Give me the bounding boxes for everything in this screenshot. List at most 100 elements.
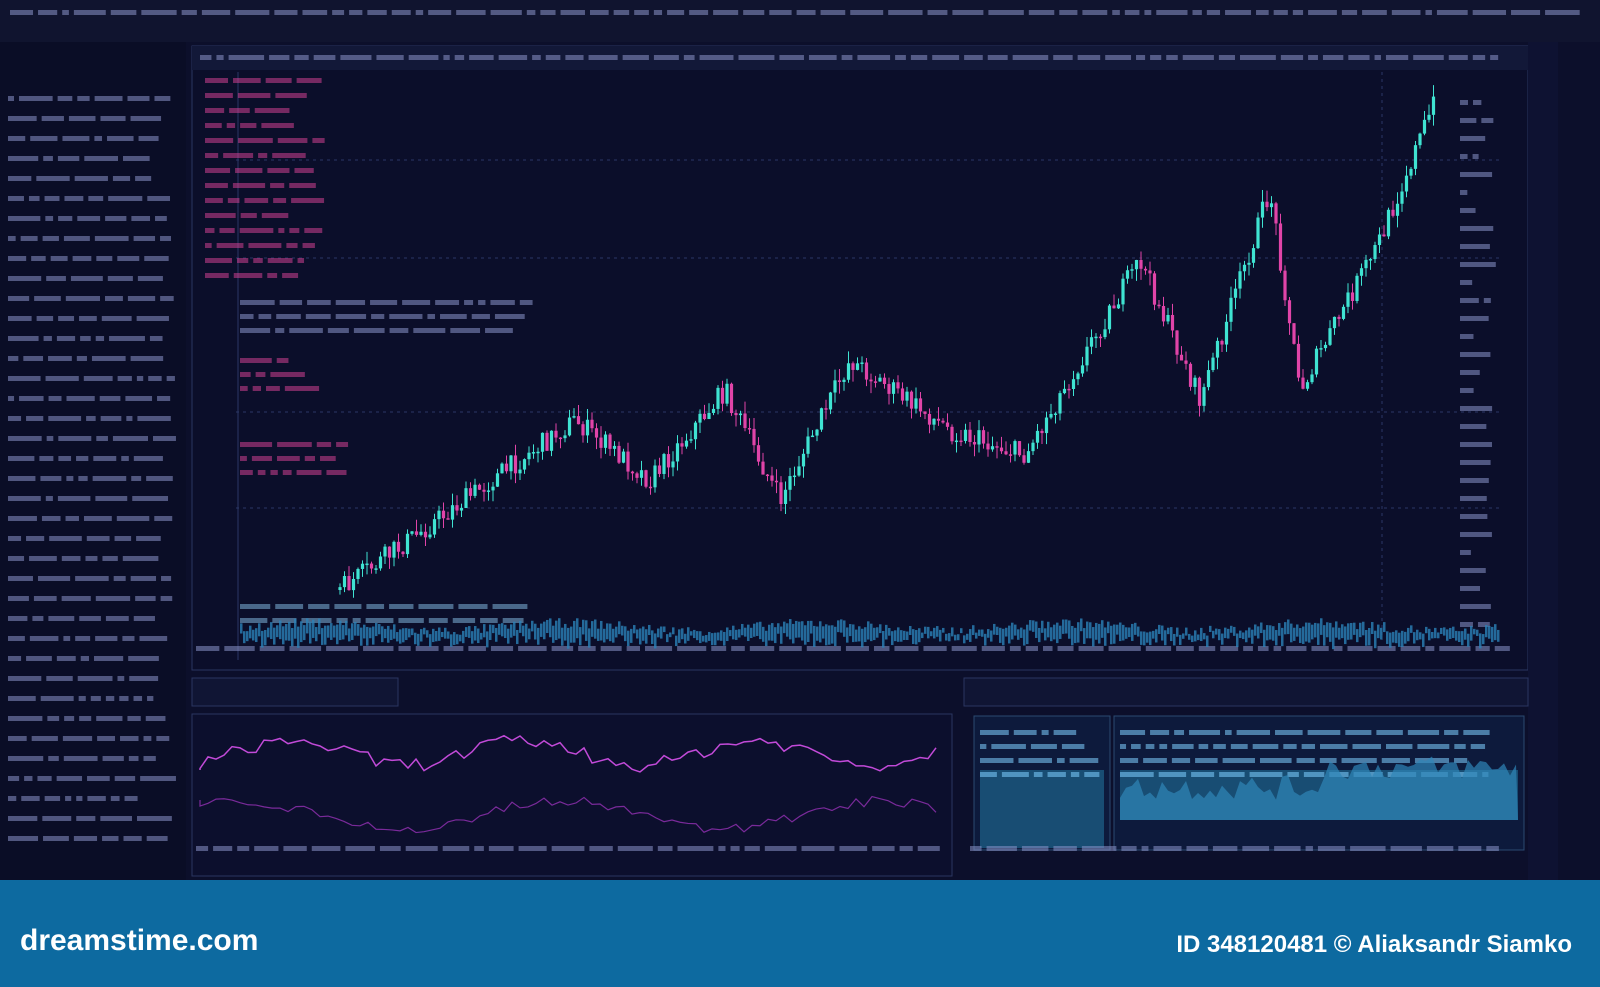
text-glyphs — [148, 376, 162, 381]
volume-bar — [369, 627, 372, 639]
text-glyphs — [166, 376, 175, 381]
text-glyphs — [38, 10, 58, 15]
text-glyphs — [1460, 424, 1487, 429]
candle-body — [923, 411, 927, 414]
volume-bar — [1122, 624, 1125, 641]
volume-bar — [633, 625, 636, 634]
candle-body — [1170, 314, 1175, 331]
candle-body — [1062, 388, 1067, 394]
volume-bar — [783, 621, 786, 634]
candle-body — [1004, 451, 1008, 455]
volume-bar — [1491, 626, 1494, 643]
text-glyphs — [1056, 758, 1065, 763]
candle-body — [401, 551, 405, 555]
text-glyphs — [1120, 758, 1139, 763]
text-glyphs — [266, 386, 280, 391]
text-glyphs — [738, 55, 775, 60]
text-glyphs — [1292, 10, 1304, 15]
volume-bar — [264, 630, 267, 646]
text-glyphs — [1341, 10, 1358, 15]
text-glyphs — [26, 416, 44, 421]
candle-body — [707, 412, 711, 420]
text-glyphs — [261, 213, 289, 218]
text-glyphs — [294, 168, 314, 173]
text-glyphs — [1287, 772, 1299, 777]
text-glyphs — [48, 756, 59, 761]
text-glyphs — [79, 716, 92, 721]
text-glyphs — [1156, 10, 1188, 15]
candle-body — [410, 531, 414, 534]
text-glyphs — [427, 314, 436, 319]
volume-bar — [945, 633, 948, 641]
text-glyphs — [8, 376, 41, 381]
text-glyphs — [48, 396, 62, 401]
candle-body — [689, 439, 693, 441]
volume-bar — [1323, 625, 1326, 646]
indicator-line — [199, 795, 937, 834]
text-glyphs — [56, 776, 83, 781]
volume-bar — [879, 624, 882, 634]
text-glyphs — [240, 123, 257, 128]
candle-body — [932, 418, 936, 425]
text-glyphs — [244, 198, 269, 203]
text-glyphs — [336, 618, 348, 623]
text-glyphs — [8, 256, 27, 261]
text-glyphs — [235, 168, 263, 173]
candle-body — [405, 533, 410, 555]
candle-body — [513, 455, 518, 474]
candle-body — [972, 442, 977, 445]
candle-body — [504, 463, 509, 472]
volume-bar — [1044, 628, 1047, 641]
candle-body — [963, 429, 968, 441]
text-glyphs — [128, 756, 139, 761]
text-glyphs — [8, 696, 36, 701]
text-glyphs — [730, 846, 740, 851]
text-glyphs — [130, 116, 162, 121]
candle-body — [567, 417, 572, 436]
volume-bar — [420, 629, 423, 642]
volume-bar — [681, 628, 684, 640]
volume-bar — [1440, 627, 1443, 634]
candle-body — [702, 413, 707, 420]
text-glyphs — [1347, 646, 1373, 651]
volume-bar — [1107, 621, 1110, 634]
candle-body — [414, 531, 419, 535]
text-glyphs — [94, 236, 129, 241]
text-glyphs — [1460, 388, 1474, 393]
text-glyphs — [286, 243, 298, 248]
candle-body — [873, 381, 878, 383]
text-glyphs — [97, 736, 116, 741]
volume-bar — [1305, 622, 1308, 642]
text-glyphs — [114, 536, 132, 541]
text-glyphs — [1391, 10, 1421, 15]
candle-body — [338, 587, 342, 590]
candle-body — [572, 416, 576, 418]
text-glyphs — [205, 228, 215, 233]
candle-body — [1202, 387, 1206, 406]
text-glyphs — [92, 476, 127, 481]
text-glyphs — [8, 196, 24, 201]
volume-bar — [1209, 625, 1212, 633]
indicator-line — [199, 734, 937, 773]
text-glyphs — [19, 96, 53, 101]
volume-bar — [348, 628, 351, 642]
volume-bar — [1407, 627, 1410, 642]
candle-body — [828, 392, 833, 410]
text-glyphs — [76, 816, 96, 821]
text-glyphs — [1376, 730, 1403, 735]
text-glyphs — [711, 646, 727, 651]
volume-bar — [1173, 633, 1176, 646]
volume-bar — [1119, 622, 1122, 642]
text-glyphs — [1460, 334, 1474, 339]
volume-bar — [1041, 620, 1044, 633]
text-glyphs — [116, 516, 150, 521]
candle-body — [374, 568, 378, 570]
volume-bar — [960, 628, 963, 634]
candle-body — [608, 434, 612, 449]
volume-bar — [255, 628, 258, 643]
candle-body — [855, 363, 860, 370]
text-glyphs — [1069, 758, 1099, 763]
text-glyphs — [258, 153, 268, 158]
text-glyphs — [8, 576, 33, 581]
text-glyphs — [644, 646, 673, 651]
